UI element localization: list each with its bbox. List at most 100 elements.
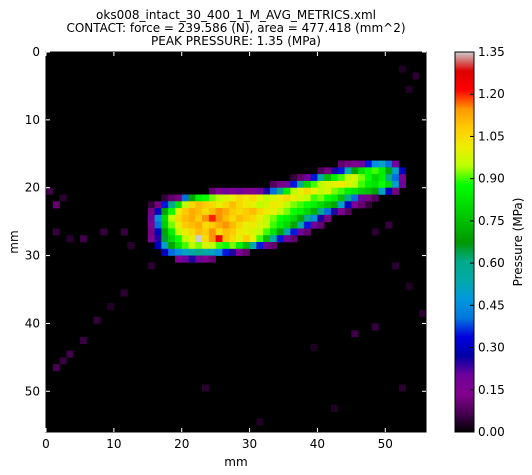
heatmap-cell — [385, 174, 393, 182]
heatmap-cell — [249, 194, 257, 202]
heatmap-cell — [174, 248, 183, 256]
heatmap-cell — [202, 194, 210, 202]
chart-title-line-2: CONTACT: force = 239.586 (N), area = 477… — [66, 21, 406, 35]
heatmap-cell — [297, 221, 305, 229]
heatmap-cell — [222, 214, 230, 222]
heatmap-cell — [385, 187, 393, 195]
chart-title-line-1: oks008_intact_30_400_1_M_AVG_METRICS.xml — [96, 8, 376, 22]
heatmap-cell — [107, 303, 115, 311]
heatmap-cell — [229, 228, 237, 236]
heatmap-cell — [317, 208, 325, 216]
heatmap-cell — [378, 187, 386, 195]
x-axis-label: mm — [224, 455, 247, 469]
heatmap-cell — [208, 228, 216, 236]
heatmap-cell — [358, 201, 366, 209]
heatmap-cell — [222, 242, 230, 250]
heatmap-cell — [208, 194, 216, 202]
heatmap-cell — [344, 160, 352, 168]
heatmap-cell — [202, 214, 210, 222]
heatmap-cell — [120, 289, 128, 297]
heatmap-cell — [290, 187, 298, 195]
heatmap-cell — [147, 214, 155, 222]
heatmap-cell — [154, 208, 162, 216]
heatmap-cell — [174, 194, 183, 202]
heatmap-cell — [310, 174, 318, 182]
heatmap-cell — [378, 167, 386, 175]
heatmap-cell — [174, 255, 183, 263]
heatmap-cell — [276, 228, 284, 236]
heatmap-cell — [100, 228, 108, 236]
heatmap-cell — [283, 208, 291, 216]
heatmap-cell — [378, 174, 386, 182]
y-tick-label: 10 — [25, 113, 40, 127]
heatmap-cell — [297, 201, 305, 209]
heatmap-cell — [52, 228, 60, 236]
heatmap-cell — [215, 242, 223, 250]
y-axis-ticks: 0 10 20 30 40 50 — [25, 45, 426, 398]
heatmap-cell — [154, 235, 162, 243]
heatmap-cell — [263, 208, 271, 216]
heatmap-cell — [236, 248, 244, 256]
heatmap-cell — [242, 187, 250, 195]
heatmap-cell — [290, 221, 298, 229]
heatmap-cell — [256, 194, 264, 202]
colorbar-ticks: 0.00 0.15 0.30 0.45 0.60 0.75 0.90 1.05 1.20 1.35 — [470, 45, 505, 439]
heatmap-cell — [283, 180, 291, 189]
heatmap-cell — [236, 221, 244, 229]
heatmap-cell — [147, 235, 155, 243]
heatmap-cell — [222, 187, 230, 195]
heatmap-cell — [181, 242, 189, 250]
heatmap-cell — [249, 208, 257, 216]
heatmap-cell — [331, 201, 339, 209]
heatmap-cell — [249, 221, 257, 229]
heatmap-cell — [290, 201, 298, 209]
heatmap-cell — [331, 167, 339, 175]
heatmap-cell — [181, 255, 189, 263]
heatmap-cell — [358, 174, 366, 182]
heatmap-cell — [236, 228, 244, 236]
heatmap-cell — [161, 201, 169, 209]
heatmap-cell — [337, 194, 345, 202]
heatmap-cell — [188, 208, 196, 216]
heatmap-cell — [222, 201, 230, 209]
heatmap-cell — [168, 194, 176, 202]
heatmap-cell — [290, 194, 298, 202]
heatmap-cell — [208, 235, 216, 243]
heatmap-cell — [215, 228, 223, 236]
heatmap-cell — [161, 194, 169, 202]
heatmap-cell — [317, 201, 325, 209]
heatmap-cell — [351, 174, 359, 182]
heatmap-cell — [290, 174, 298, 182]
heatmap-cell — [215, 208, 223, 216]
heatmap-cell — [168, 248, 176, 256]
heatmap-cell — [263, 242, 271, 250]
heatmap-cell — [344, 180, 352, 189]
heatmap-cell — [263, 221, 271, 229]
heatmap-cell — [202, 221, 210, 229]
heatmap-cell — [249, 235, 257, 243]
heatmap-cell — [195, 194, 203, 202]
heatmap-cell — [385, 221, 393, 229]
heatmap-cell — [174, 228, 183, 236]
heatmap-cell — [154, 201, 162, 209]
heatmap-cell — [256, 221, 264, 229]
heatmap-cell — [269, 235, 278, 243]
heatmap-cell — [195, 221, 203, 229]
heatmap-cell — [229, 187, 237, 195]
heatmap-cell — [405, 282, 413, 290]
heatmap-cell — [371, 160, 379, 168]
heatmap-cell — [181, 214, 189, 222]
heatmap-cell — [208, 208, 216, 216]
heatmap-cell — [202, 235, 210, 243]
heatmap-cell — [283, 187, 291, 195]
heatmap-cell — [202, 208, 210, 216]
heatmap-cell — [256, 201, 264, 209]
heatmap-cell — [392, 262, 400, 270]
heatmap-cell — [412, 72, 420, 80]
heatmap-cell — [303, 174, 311, 182]
heatmap-cell — [324, 201, 332, 209]
heatmap-cell — [188, 221, 196, 229]
heatmap-cell — [398, 174, 406, 182]
heatmap-cell — [174, 242, 183, 250]
heatmap-cell — [364, 180, 373, 189]
